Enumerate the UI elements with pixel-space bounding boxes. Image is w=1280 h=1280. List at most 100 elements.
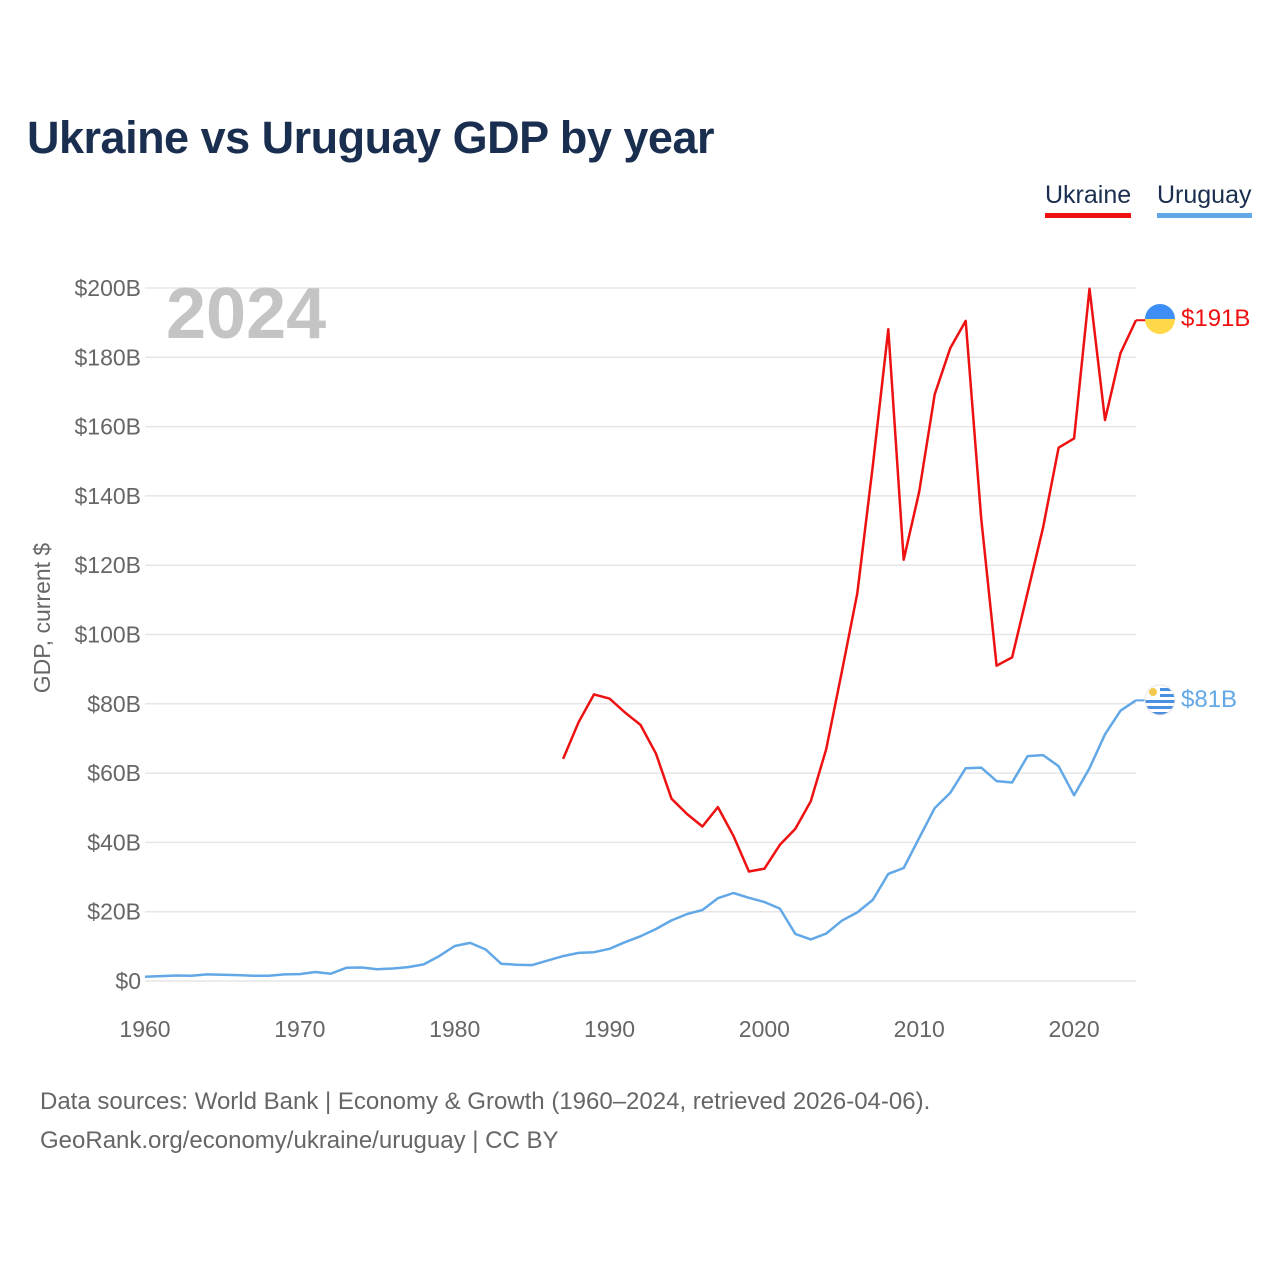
data-point-uruguay[interactable] [806, 934, 816, 944]
data-point-ukraine[interactable] [744, 867, 754, 877]
data-point-uruguay[interactable] [775, 904, 785, 914]
data-point-uruguay[interactable] [667, 915, 677, 925]
data-point-uruguay[interactable] [1069, 790, 1079, 800]
data-point-uruguay[interactable] [914, 833, 924, 843]
data-point-uruguay[interactable] [233, 970, 243, 980]
data-point-ukraine[interactable] [697, 822, 707, 832]
data-point-ukraine[interactable] [837, 667, 847, 677]
data-point-uruguay[interactable] [496, 959, 506, 969]
data-point-ukraine[interactable] [1069, 433, 1079, 443]
data-point-uruguay[interactable] [403, 962, 413, 972]
data-point-uruguay[interactable] [821, 929, 831, 939]
data-point-ukraine[interactable] [852, 588, 862, 598]
data-point-ukraine[interactable] [589, 689, 599, 699]
data-point-ukraine[interactable] [651, 749, 661, 759]
data-point-uruguay[interactable] [605, 944, 615, 954]
data-point-ukraine[interactable] [883, 324, 893, 334]
data-point-uruguay[interactable] [961, 763, 971, 773]
sources-line-2[interactable]: GeoRank.org/economy/ukraine/uruguay | CC… [40, 1127, 559, 1154]
data-point-uruguay[interactable] [697, 905, 707, 915]
data-point-ukraine[interactable] [1100, 415, 1110, 425]
data-point-uruguay[interactable] [1054, 761, 1064, 771]
legend-ukraine[interactable]: Ukraine [1045, 181, 1132, 218]
data-point-uruguay[interactable] [930, 803, 940, 813]
data-point-ukraine[interactable] [961, 316, 971, 326]
data-point-ukraine[interactable] [1054, 443, 1064, 453]
data-point-uruguay[interactable] [156, 971, 166, 981]
data-point-uruguay[interactable] [976, 763, 986, 773]
data-point-uruguay[interactable] [1023, 751, 1033, 761]
data-point-uruguay[interactable] [434, 951, 444, 961]
data-point-ukraine[interactable] [636, 720, 646, 730]
data-point-uruguay[interactable] [883, 869, 893, 879]
data-point-uruguay[interactable] [202, 969, 212, 979]
data-point-uruguay[interactable] [450, 941, 460, 951]
data-point-uruguay[interactable] [481, 945, 491, 955]
data-point-uruguay[interactable] [388, 964, 398, 974]
data-point-uruguay[interactable] [217, 970, 227, 980]
data-point-uruguay[interactable] [868, 895, 878, 905]
data-point-ukraine[interactable] [1038, 522, 1048, 532]
data-point-uruguay[interactable] [295, 969, 305, 979]
data-point-ukraine[interactable] [667, 794, 677, 804]
data-point-uruguay[interactable] [852, 907, 862, 917]
data-point-uruguay[interactable] [620, 937, 630, 947]
data-point-ukraine[interactable] [620, 708, 630, 718]
data-point-uruguay[interactable] [1085, 763, 1095, 773]
data-point-uruguay[interactable] [543, 956, 553, 966]
legend-uruguay[interactable]: Uruguay [1157, 181, 1252, 218]
data-point-uruguay[interactable] [357, 963, 367, 973]
data-point-uruguay[interactable] [341, 963, 351, 973]
data-point-ukraine[interactable] [945, 343, 955, 353]
data-point-uruguay[interactable] [682, 909, 692, 919]
data-point-uruguay[interactable] [1116, 706, 1126, 716]
data-point-uruguay[interactable] [527, 960, 537, 970]
data-point-ukraine[interactable] [605, 694, 615, 704]
data-point-uruguay[interactable] [945, 788, 955, 798]
data-point-uruguay[interactable] [310, 967, 320, 977]
data-point-uruguay[interactable] [465, 938, 475, 948]
data-point-uruguay[interactable] [899, 863, 909, 873]
data-point-ukraine[interactable] [992, 661, 1002, 671]
data-point-uruguay[interactable] [713, 893, 723, 903]
data-point-ukraine[interactable] [790, 824, 800, 834]
data-point-uruguay[interactable] [589, 947, 599, 957]
data-point-ukraine[interactable] [775, 840, 785, 850]
data-point-uruguay[interactable] [636, 931, 646, 941]
data-point-ukraine[interactable] [574, 717, 584, 727]
data-point-uruguay[interactable] [759, 897, 769, 907]
data-point-ukraine[interactable] [821, 744, 831, 754]
data-point-ukraine[interactable] [914, 487, 924, 497]
data-point-uruguay[interactable] [1100, 729, 1110, 739]
data-point-ukraine[interactable] [930, 389, 940, 399]
data-point-uruguay[interactable] [419, 959, 429, 969]
data-point-uruguay[interactable] [279, 969, 289, 979]
data-point-uruguay[interactable] [372, 964, 382, 974]
data-point-uruguay[interactable] [171, 971, 181, 981]
data-point-ukraine[interactable] [728, 831, 738, 841]
data-point-ukraine[interactable] [976, 513, 986, 523]
data-point-uruguay[interactable] [248, 971, 258, 981]
data-point-ukraine[interactable] [558, 754, 568, 764]
data-point-uruguay[interactable] [837, 916, 847, 926]
data-point-ukraine[interactable] [1007, 652, 1017, 662]
data-point-ukraine[interactable] [1085, 284, 1095, 294]
data-point-uruguay[interactable] [512, 960, 522, 970]
data-point-uruguay[interactable] [790, 929, 800, 939]
data-point-uruguay[interactable] [744, 893, 754, 903]
data-point-uruguay[interactable] [1038, 750, 1048, 760]
data-point-uruguay[interactable] [992, 776, 1002, 786]
data-point-ukraine[interactable] [899, 555, 909, 565]
data-point-uruguay[interactable] [651, 924, 661, 934]
data-point-ukraine[interactable] [759, 864, 769, 874]
data-point-uruguay[interactable] [140, 972, 150, 982]
data-point-ukraine[interactable] [806, 796, 816, 806]
data-point-ukraine[interactable] [868, 461, 878, 471]
data-point-ukraine[interactable] [1023, 588, 1033, 598]
data-point-ukraine[interactable] [682, 809, 692, 819]
data-point-uruguay[interactable] [326, 969, 336, 979]
data-point-uruguay[interactable] [728, 888, 738, 898]
data-point-uruguay[interactable] [1007, 778, 1017, 788]
data-point-uruguay[interactable] [558, 951, 568, 961]
data-point-uruguay[interactable] [574, 948, 584, 958]
